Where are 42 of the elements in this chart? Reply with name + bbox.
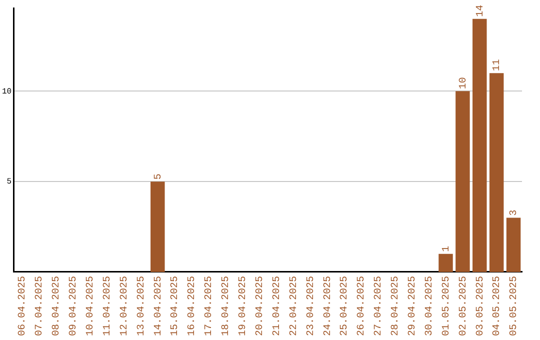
x-tick-label: 05.05.2025 xyxy=(509,276,520,336)
x-tick-label: 18.04.2025 xyxy=(221,276,232,336)
data-label: 14 xyxy=(475,4,486,17)
x-tick-label: 04.05.2025 xyxy=(492,276,504,336)
bar xyxy=(438,254,453,272)
x-tick-label: 01.05.2025 xyxy=(441,276,452,336)
bar xyxy=(472,18,487,272)
bar xyxy=(456,91,470,272)
data-label: 10 xyxy=(458,77,470,90)
bar xyxy=(506,218,521,272)
x-tick-label: 16.04.2025 xyxy=(187,276,198,336)
bar xyxy=(150,182,165,272)
x-tick-label: 22.04.2025 xyxy=(288,276,300,336)
x-tick-label: 19.04.2025 xyxy=(238,276,250,336)
x-tick-label: 06.04.2025 xyxy=(18,276,29,336)
x-tick-label: 14.04.2025 xyxy=(153,276,164,336)
x-tick-label: 20.04.2025 xyxy=(254,276,266,336)
x-tick-label: 29.04.2025 xyxy=(407,276,418,336)
x-tick-label: 23.04.2025 xyxy=(306,276,317,336)
data-label: 11 xyxy=(492,59,504,72)
x-tick-label: 12.04.2025 xyxy=(119,276,130,336)
x-tick-label: 15.04.2025 xyxy=(170,276,182,336)
x-tick-label: 13.04.2025 xyxy=(136,276,148,336)
x-tick-label: 30.04.2025 xyxy=(424,276,436,336)
x-tick-label: 02.05.2025 xyxy=(458,276,470,336)
data-label: 3 xyxy=(509,210,520,216)
x-tick-label: 28.04.2025 xyxy=(390,276,402,336)
x-tick-label: 21.04.2025 xyxy=(272,276,283,336)
data-label: 1 xyxy=(441,246,452,252)
data-label: 5 xyxy=(153,174,164,180)
x-tick-label: 08.04.2025 xyxy=(52,276,63,336)
x-tick-label: 17.04.2025 xyxy=(204,276,216,336)
bar xyxy=(489,73,504,272)
x-tick-label: 11.04.2025 xyxy=(102,276,114,336)
x-tick-label: 24.04.2025 xyxy=(322,276,334,336)
x-tick-label: 27.04.2025 xyxy=(374,276,385,336)
x-tick-label: 09.04.2025 xyxy=(68,276,80,336)
x-tick-label: 25.04.2025 xyxy=(340,276,351,336)
x-tick-label: 03.05.2025 xyxy=(475,276,486,336)
x-tick-label: 07.04.2025 xyxy=(34,276,46,336)
x-tick-label: 26.04.2025 xyxy=(356,276,368,336)
x-tick-label: 10.04.2025 xyxy=(86,276,96,336)
